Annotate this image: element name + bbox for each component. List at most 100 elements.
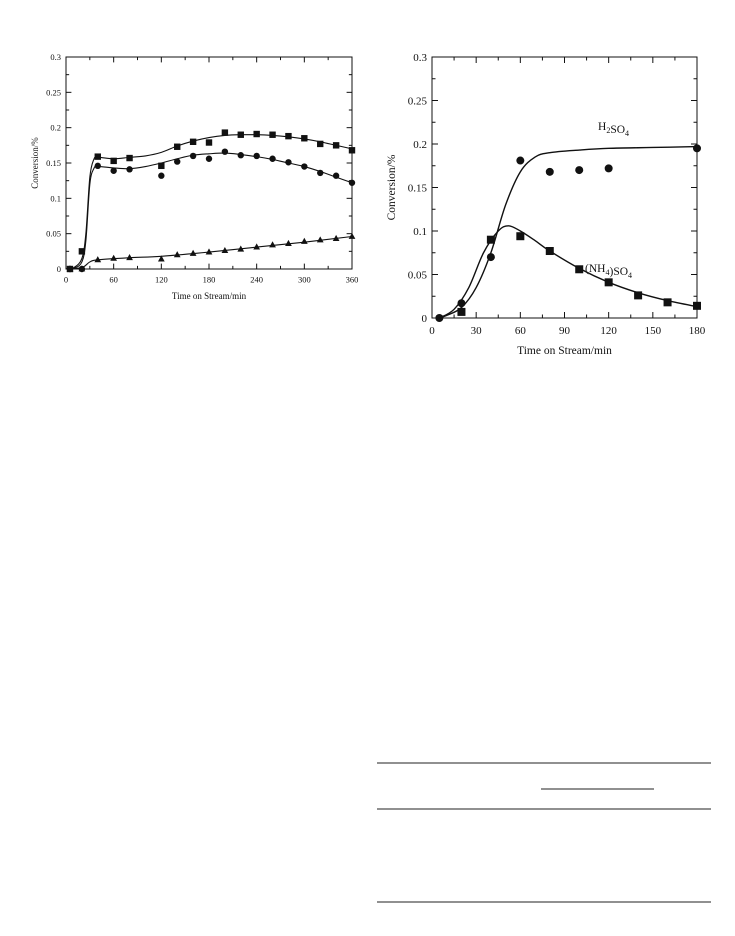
square-marker	[94, 153, 101, 160]
triangle-marker	[126, 254, 133, 261]
x-tick-label: 180	[203, 275, 216, 285]
square-marker	[545, 247, 554, 256]
square-marker	[189, 138, 197, 145]
circle-marker	[545, 167, 554, 176]
triangle-marker	[157, 255, 165, 262]
triangle-marker	[269, 241, 276, 248]
series-square: (NH4)SO4	[439, 225, 701, 319]
square-marker	[253, 130, 260, 138]
circle-marker	[158, 172, 165, 179]
circle-marker	[94, 162, 101, 170]
y-tick-label: 0.3	[50, 52, 61, 62]
square-marker	[221, 129, 229, 136]
triangle-marker	[110, 254, 118, 261]
left-conversion-chart: 0 0.05 0.1 0.15 0.2 0.25 0.3 0 60 120 180 240 300 360…	[30, 52, 358, 301]
y-tick-label: 0.2	[50, 123, 61, 133]
y-tick-label: 0.1	[50, 193, 61, 203]
x-tick-label: 30	[471, 325, 483, 337]
circle-marker	[332, 172, 340, 179]
plot-frame	[431, 56, 698, 319]
y-tick-label: 0.2	[413, 139, 427, 151]
circle-marker	[205, 155, 213, 162]
y-tick-label: 0	[57, 264, 61, 274]
square-marker	[663, 298, 672, 307]
triangle-marker	[66, 265, 74, 272]
x-tick-label: 300	[298, 275, 311, 285]
series-label: (NH4)SO4	[585, 263, 632, 280]
square-marker	[110, 157, 117, 165]
plot-frame	[65, 56, 353, 270]
y-tick-label: 0.15	[46, 158, 61, 168]
triangle-marker	[348, 232, 356, 239]
circle-marker	[285, 159, 292, 166]
square-marker	[604, 278, 613, 287]
circle-marker	[253, 152, 260, 160]
triangle-marker	[78, 265, 86, 272]
circle-marker	[693, 144, 701, 153]
circle-marker	[189, 152, 197, 160]
y-tick-label: 0.05	[408, 269, 428, 281]
x-tick-label: 120	[155, 275, 168, 285]
x-tick-label: 360	[346, 275, 359, 285]
circle-marker	[575, 166, 584, 175]
fit-curve	[439, 145, 698, 319]
circle-marker	[301, 163, 308, 170]
triangle-marker	[300, 237, 308, 244]
x-tick-label: 180	[689, 325, 706, 337]
x-axis-title: Time on Stream/min	[172, 291, 247, 301]
square-marker	[301, 135, 308, 142]
series-circle: H2SO4	[435, 121, 701, 322]
square-marker	[285, 132, 292, 140]
square-marker	[693, 301, 701, 310]
right-conversion-chart: 0 0.05 0.1 0.15 0.2 0.25 0.3 0 30 60 90 120 150 180 Ti…	[386, 52, 706, 357]
triangle-marker	[205, 248, 213, 255]
circle-marker	[317, 169, 324, 177]
square-marker	[516, 232, 525, 241]
square-marker	[237, 131, 244, 138]
square-marker	[317, 140, 324, 148]
square-marker	[486, 235, 495, 244]
series-circle	[65, 148, 356, 273]
square-marker	[348, 147, 356, 154]
circle-marker	[174, 158, 181, 165]
square-marker	[158, 162, 165, 170]
square-marker	[205, 139, 213, 146]
circle-marker	[126, 166, 133, 173]
y-tick-label: 0.25	[46, 87, 61, 97]
y-tick-label: 0.3	[413, 52, 427, 64]
x-tick-label: 150	[645, 325, 662, 337]
square-marker	[575, 265, 584, 274]
x-tick-label: 60	[515, 325, 527, 337]
triangle-marker	[173, 251, 181, 258]
square-marker	[332, 142, 340, 149]
triangle-marker	[316, 236, 324, 243]
circle-marker	[237, 152, 244, 159]
circle-marker	[221, 148, 229, 155]
circle-marker	[110, 167, 117, 174]
x-axis-title: Time on Stream/min	[517, 345, 612, 357]
series-label: H2SO4	[598, 121, 629, 138]
triangle-marker	[285, 239, 292, 246]
triangle-marker	[253, 243, 261, 250]
square-marker	[457, 307, 466, 316]
square-marker	[174, 143, 181, 150]
triangle-marker	[332, 234, 340, 242]
square-marker	[78, 248, 86, 255]
series-triangle	[65, 232, 356, 272]
y-tick-label: 0.05	[46, 229, 61, 239]
y-tick-label: 0.25	[408, 95, 428, 107]
circle-marker	[348, 179, 356, 186]
circle-marker	[269, 155, 276, 162]
x-tick-label: 120	[600, 325, 617, 337]
triangle-marker	[94, 256, 102, 263]
triangle-marker	[189, 249, 197, 256]
y-axis-title: Conversion/%	[30, 137, 40, 189]
fit-curve	[439, 225, 698, 319]
square-marker	[269, 131, 276, 138]
circle-marker	[486, 253, 495, 262]
x-tick-label: 0	[64, 275, 68, 285]
circle-marker	[604, 164, 613, 173]
circle-marker	[457, 299, 466, 308]
y-tick-label: 0.1	[413, 226, 427, 238]
